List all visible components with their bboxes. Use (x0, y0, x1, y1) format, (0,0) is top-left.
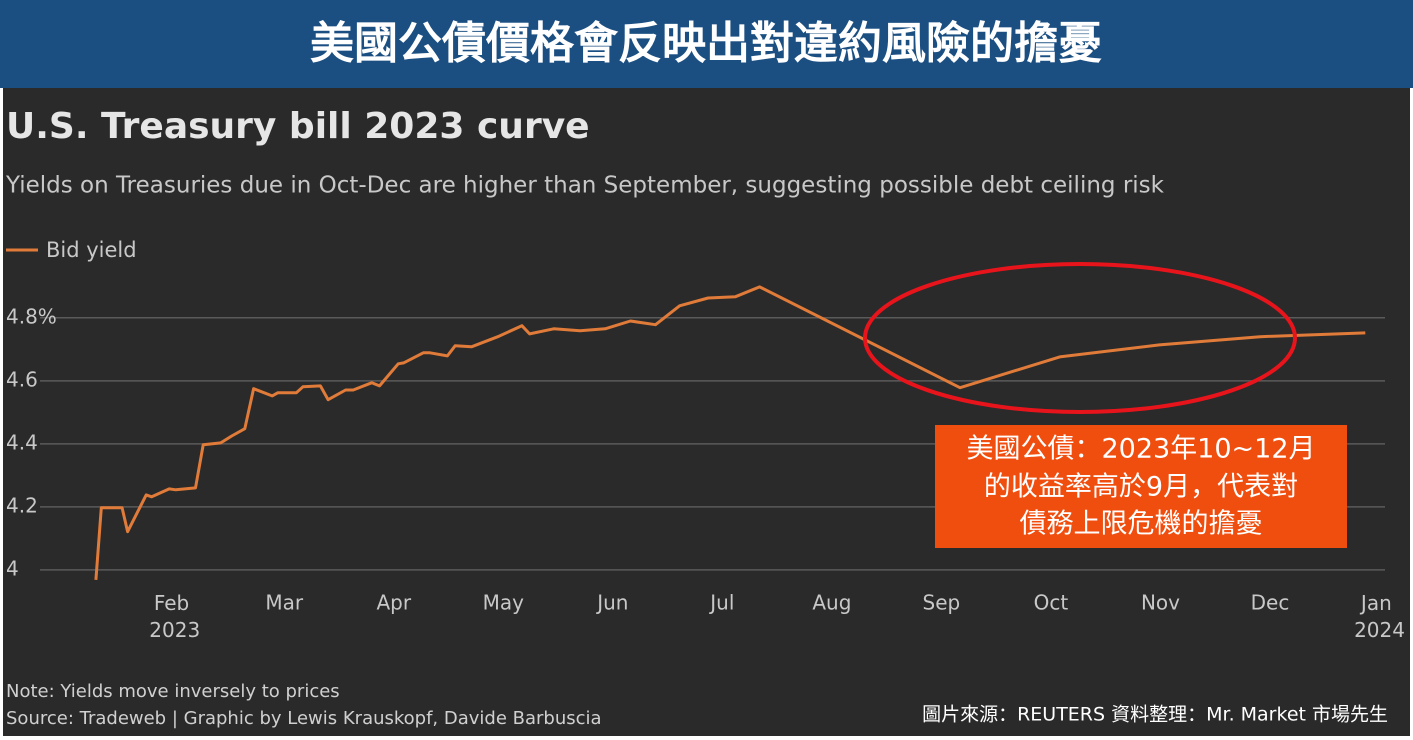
x-tick-label: Apr (376, 591, 411, 615)
annotation-line: 的收益率高於9月，代表對 (984, 472, 1298, 503)
source: Source: Tradeweb | Graphic by Lewis Krau… (6, 708, 602, 729)
annotation-line: 債務上限危機的擔憂 (1020, 509, 1263, 540)
x-tick-label: Aug (812, 591, 851, 615)
chart-title: U.S. Treasury bill 2023 curve (6, 106, 590, 147)
y-tick-label: 4.2 (6, 493, 38, 517)
y-tick-label: 4.6 (6, 367, 38, 391)
x-tick-label: May (483, 591, 525, 615)
chart-subtitle: Yields on Treasuries due in Oct-Dec are … (5, 173, 1165, 199)
x-tick-label: Mar (265, 591, 304, 615)
x-tick-label: Dec (1251, 591, 1290, 615)
x-tick-label: Oct (1034, 591, 1069, 615)
annotation-box (935, 425, 1347, 548)
credit: 圖片來源：REUTERS 資料整理：Mr. Market 市場先生 (922, 704, 1388, 726)
plot: 4 4.2 4.4 4.6 4.8% Feb 2023 Mar Apr May Jun Jul Aug… (6, 285, 1405, 642)
x-tick-label: Nov (1141, 591, 1180, 615)
y-tick-label: 4.4 (6, 430, 38, 454)
series-line (94, 285, 1366, 581)
banner-title: 美國公債價格會反映出對違約風險的擔憂 (310, 18, 1102, 69)
x-tick-label: Jul (708, 591, 734, 615)
note: Note: Yields move inversely to prices (6, 681, 340, 702)
banner (0, 0, 1413, 88)
x-tick-label: Jan 2024 (1354, 591, 1405, 642)
y-tick-label: 4 (6, 556, 19, 580)
annotation-line: 美國公債：2023年10~12月 (966, 434, 1315, 465)
chart-panel (3, 88, 1410, 736)
y-tick-label: 4.8% (6, 304, 57, 328)
legend-label: Bid yield (46, 238, 137, 262)
x-tick-label: Sep (923, 591, 961, 615)
x-tick-label: Feb 2023 (149, 591, 200, 642)
x-tick-label: Jun (595, 591, 628, 615)
highlight-ellipse (863, 262, 1297, 414)
